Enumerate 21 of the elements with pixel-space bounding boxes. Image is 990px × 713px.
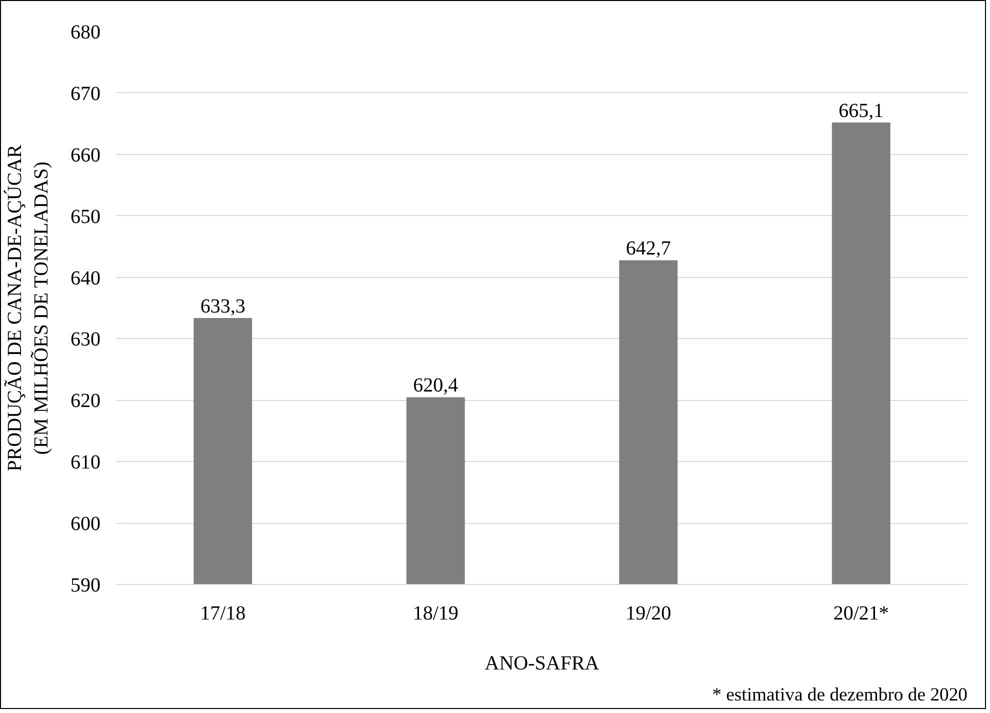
y-tick-label: 640: [70, 267, 100, 290]
data-label: 665,1: [838, 100, 884, 122]
x-tick-label: 20/21*: [833, 602, 889, 624]
y-tick-label: 670: [70, 82, 100, 105]
data-label: 620,4: [413, 374, 458, 397]
y-tick-label: 660: [70, 144, 100, 166]
y-tick-label: 650: [70, 206, 100, 228]
x-axis-title: ANO-SAFRA: [484, 652, 600, 674]
data-label: 642,7: [626, 238, 671, 260]
y-tick-label: 620: [70, 390, 100, 412]
data-label: 633,3: [200, 295, 246, 318]
x-tick-label: 19/20: [626, 602, 672, 624]
y-tick-label: 600: [70, 513, 100, 536]
text: * estimativa de dezembro de 2020: [712, 684, 968, 706]
y-tick-label: 590: [70, 574, 100, 596]
y-tick-label: 630: [70, 328, 100, 351]
x-tick-label: 18/19: [412, 602, 458, 624]
y-axis-title: PRODUÇÃO DE CANA-DE-AÇÚCAR (EM MILHÕES DE TONELADAS): [3, 144, 52, 472]
y-tick-label: 680: [70, 22, 100, 44]
y-tick-label: 610: [70, 452, 100, 474]
x-tick-label: 17/18: [200, 602, 246, 624]
